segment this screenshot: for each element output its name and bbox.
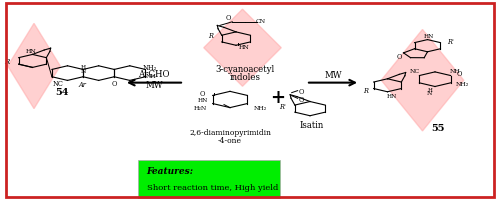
Text: MW: MW — [145, 81, 163, 90]
Text: O: O — [226, 14, 232, 22]
Text: +: + — [270, 89, 285, 107]
Text: 54: 54 — [56, 87, 69, 96]
Text: indoles: indoles — [230, 73, 260, 82]
Text: NH: NH — [450, 68, 460, 74]
Text: MW: MW — [324, 70, 342, 79]
Text: H₂N: H₂N — [194, 106, 206, 110]
Text: O: O — [111, 79, 116, 87]
Text: R: R — [362, 87, 368, 95]
Text: H: H — [81, 65, 86, 70]
Text: HN: HN — [26, 49, 36, 54]
Text: NH₂: NH₂ — [142, 64, 156, 72]
Text: NH₂: NH₂ — [456, 82, 468, 87]
Text: O: O — [199, 89, 205, 98]
Text: NC: NC — [410, 68, 420, 74]
Text: HN: HN — [387, 93, 398, 98]
Text: N: N — [81, 69, 86, 74]
Text: Isatin: Isatin — [300, 121, 324, 130]
Text: O: O — [298, 88, 304, 96]
Polygon shape — [8, 24, 60, 109]
Text: N: N — [427, 91, 432, 96]
Text: Features:: Features: — [146, 167, 194, 176]
Text: 55: 55 — [431, 124, 444, 133]
Text: R': R' — [448, 38, 454, 46]
Text: NH: NH — [146, 73, 157, 78]
Polygon shape — [382, 30, 464, 131]
Polygon shape — [204, 10, 281, 87]
Text: R: R — [208, 32, 213, 40]
Text: Ar: Ar — [79, 81, 86, 89]
Text: CN: CN — [256, 19, 266, 24]
Text: 2,6-diaminopyrimidin: 2,6-diaminopyrimidin — [189, 128, 271, 136]
Text: O: O — [298, 95, 304, 103]
Text: NH₂: NH₂ — [254, 106, 266, 110]
Text: O: O — [397, 53, 402, 61]
Text: Short reaction time, High yield: Short reaction time, High yield — [146, 183, 278, 191]
Text: O: O — [456, 70, 462, 78]
Text: NC: NC — [53, 79, 64, 87]
Text: ArCHO: ArCHO — [138, 69, 170, 78]
Text: -4-one: -4-one — [218, 136, 242, 144]
FancyBboxPatch shape — [138, 161, 280, 198]
Text: HN: HN — [239, 45, 250, 50]
Text: R': R' — [280, 103, 286, 111]
Text: 3-cyanoacetyl: 3-cyanoacetyl — [216, 65, 274, 74]
Text: HN: HN — [198, 98, 208, 102]
Text: H: H — [427, 87, 432, 93]
Text: HN: HN — [424, 34, 434, 39]
Text: R: R — [4, 58, 10, 66]
